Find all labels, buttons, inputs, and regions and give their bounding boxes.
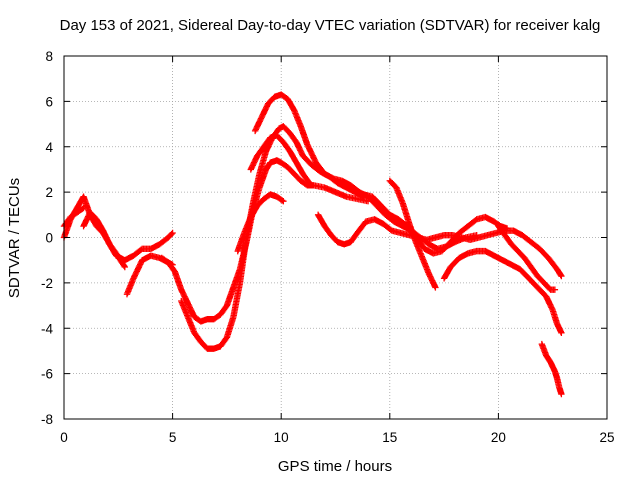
series-10 — [314, 211, 565, 280]
series-13 — [440, 247, 565, 336]
series-9 — [234, 191, 287, 255]
x-tick-label: 0 — [60, 430, 68, 445]
series-12 — [386, 177, 439, 291]
x-tick-label: 15 — [382, 430, 397, 445]
y-axis-title: SDTVAR / TECUs — [6, 178, 23, 298]
y-tick-label: 8 — [45, 49, 53, 64]
y-tick-label: 0 — [45, 231, 53, 246]
y-tick-label: 4 — [45, 140, 53, 155]
x-tick-label: 5 — [169, 430, 177, 445]
series-markers — [80, 209, 129, 271]
tick-labels: 0 5 10 15 20 25 -8 -6 -4 -2 0 2 4 6 8 — [41, 49, 615, 445]
y-tick-label: 2 — [45, 185, 53, 200]
x-axis-title: GPS time / hours — [278, 458, 392, 475]
data-markers — [60, 91, 565, 398]
y-tick-label: 6 — [45, 94, 53, 109]
series-7 — [251, 91, 480, 253]
series-14 — [495, 222, 559, 293]
x-tick-label: 20 — [491, 430, 506, 445]
grid-lines — [64, 56, 607, 419]
series-markers — [251, 91, 480, 253]
series-15 — [538, 340, 565, 398]
series-markers — [538, 340, 565, 398]
series-markers — [234, 191, 287, 255]
series-markers — [495, 222, 559, 293]
chart-title: Day 153 of 2021, Sidereal Day-to-day VTE… — [59, 17, 601, 34]
series-markers — [314, 211, 565, 280]
y-tick-label: -8 — [41, 412, 53, 427]
x-tick-label: 25 — [599, 430, 614, 445]
y-tick-label: -2 — [41, 276, 53, 291]
series-markers — [247, 132, 313, 187]
series-markers — [386, 177, 439, 291]
series-8 — [247, 132, 313, 187]
series-3 — [80, 209, 129, 271]
axis-ticks — [63, 55, 608, 420]
x-tick-label: 10 — [274, 430, 289, 445]
series-markers — [440, 247, 565, 336]
y-tick-label: -4 — [41, 321, 53, 336]
y-tick-label: -6 — [41, 367, 53, 382]
